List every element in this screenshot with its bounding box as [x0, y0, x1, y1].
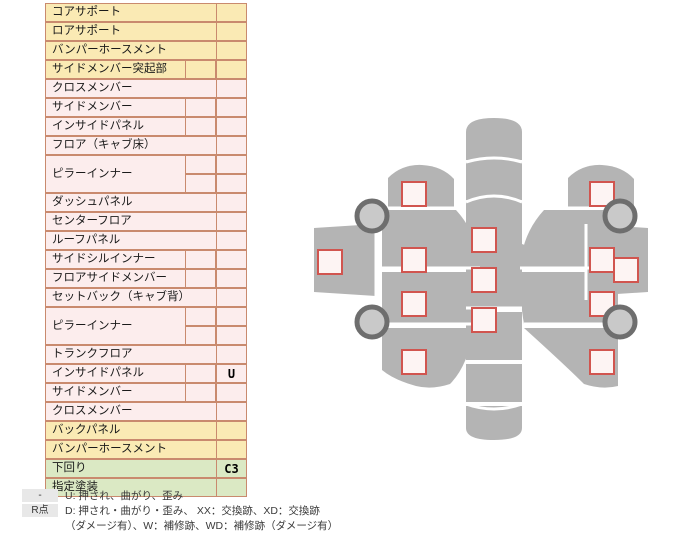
legend-row-2: R点 D: 押され・曲がり・歪み、 XX：交換跡、XD：交換跡: [22, 504, 422, 518]
table-row-label: フロアサイドメンバー: [45, 269, 219, 288]
table-row: クロスメンバー: [45, 402, 249, 421]
table-row-sublabel: C: [188, 307, 218, 326]
legend-text-1: U: 押され、曲がり、歪み: [65, 490, 184, 502]
panel-dividers: [374, 156, 634, 411]
table-row-sublabel: A: [188, 155, 218, 174]
table-row: ピラーインナー C: [45, 307, 249, 345]
table-row-label: サイドメンバー: [45, 383, 219, 402]
table-row-sublabel: D: [188, 326, 218, 345]
wheel-front-left: [354, 198, 390, 234]
table-row-label-spacer: [45, 326, 188, 345]
table-row-label: トランクフロア: [45, 345, 219, 364]
table-row-label: クロスメンバー: [45, 402, 219, 421]
table-row: センターフロア: [45, 212, 249, 231]
wheel-front-right: [602, 198, 638, 234]
table-row: ルーフパネル: [45, 231, 249, 250]
table-row: 指定塗装: [45, 478, 249, 497]
legend-row-1: - U: 押され、曲がり、歪み: [22, 489, 422, 503]
table-row-label: 下回り: [45, 459, 219, 478]
marker-l-front: [317, 249, 343, 275]
table-row: ピラーインナー A: [45, 155, 249, 193]
marker-r-front: [613, 257, 639, 283]
marker-l2: [401, 247, 427, 273]
table-row-label: ダッシュパネル: [45, 193, 219, 212]
marker-c2: [471, 267, 497, 293]
table-row: コアサポート: [45, 3, 249, 22]
legend-text-2: D: 押され・曲がり・歪み、 XX：交換跡、XD：交換跡: [65, 505, 320, 517]
damage-markers: [317, 181, 639, 375]
table-row: 下回り: [45, 459, 249, 478]
table-row: サイドシルインナー: [45, 250, 249, 269]
legend-key-dash: -: [22, 489, 58, 502]
marker-l4: [401, 349, 427, 375]
table-row-label: フロア（キャブ床）: [45, 136, 219, 155]
table-row-label: 指定塗装: [45, 478, 219, 497]
table-row: ロアサポート: [45, 22, 249, 41]
table-row-sublabel: B: [188, 174, 218, 193]
table-row-label: ピラーインナー: [45, 307, 188, 345]
legend-text-3: （ダメージ有）、W：補修跡、WD：補修跡（ダメージ有）: [65, 520, 339, 532]
table-row: ダッシュパネル: [45, 193, 249, 212]
legend-key-rpoint: R点: [22, 504, 58, 517]
table-row-label: サイドシルインナー: [45, 250, 219, 269]
marker-c1: [471, 307, 497, 333]
table-row: サイドメンバー: [45, 383, 249, 402]
marker-l1: [401, 181, 427, 207]
table-row: バックパネル: [45, 421, 249, 440]
table-row: D: [45, 326, 249, 345]
table-row-label: サイドメンバー: [45, 98, 219, 117]
table-row: セットバック（キャブ背）: [45, 288, 249, 307]
table-row-label: バンパーホースメント: [45, 440, 219, 459]
marker-r2: [589, 247, 615, 273]
table-row-label: センターフロア: [45, 212, 219, 231]
table-row: バンパーホースメント: [45, 41, 249, 60]
marker-c3: [471, 227, 497, 253]
table-row-label: クロスメンバー: [45, 79, 219, 98]
table-row-label: インサイドパネル: [45, 364, 219, 383]
table-row-label: サイドメンバー突起部: [45, 60, 219, 79]
table-row: サイドメンバー突起部: [45, 60, 249, 79]
table-row: バンパーホースメント: [45, 440, 249, 459]
table-row: フロア（キャブ床）: [45, 136, 249, 155]
parts-inspection-table: コアサポート ロアサポート バンパーホースメント サイドメンバー突起部 クロスメンバーサ…: [45, 3, 249, 497]
table-row-label: インサイドパネル: [45, 117, 219, 136]
table-row-label: コアサポート: [45, 3, 219, 22]
table-row-label: ルーフパネル: [45, 231, 219, 250]
table-row-label: セットバック（キャブ背）: [45, 288, 219, 307]
table-row: インサイドパネル: [45, 117, 249, 136]
table-row: トランクフロア: [45, 345, 249, 364]
marker-l3: [401, 291, 427, 317]
wheel-rear-left: [354, 304, 390, 340]
table-row: フロアサイドメンバー: [45, 269, 249, 288]
table-row: インサイドパネル: [45, 364, 249, 383]
table-row: クロスメンバー: [45, 79, 249, 98]
table-row-label: バンパーホースメント: [45, 41, 219, 60]
table-row-label: バックパネル: [45, 421, 219, 440]
table-row-label-spacer: [45, 174, 188, 193]
marker-r4: [589, 349, 615, 375]
legend: - U: 押され、曲がり、歪み R点 D: 押され・曲がり・歪み、 XX：交換跡…: [22, 489, 422, 533]
table-row-label: ピラーインナー: [45, 155, 188, 193]
left-side-view: [314, 164, 480, 388]
wheel-rear-right: [602, 304, 638, 340]
vehicle-diagram: [300, 110, 692, 450]
table-row-label: ロアサポート: [45, 22, 219, 41]
table-row: B: [45, 174, 249, 193]
vehicle-diagram-svg: [314, 118, 648, 440]
wheels: [354, 198, 638, 340]
table-row: サイドメンバー: [45, 98, 249, 117]
